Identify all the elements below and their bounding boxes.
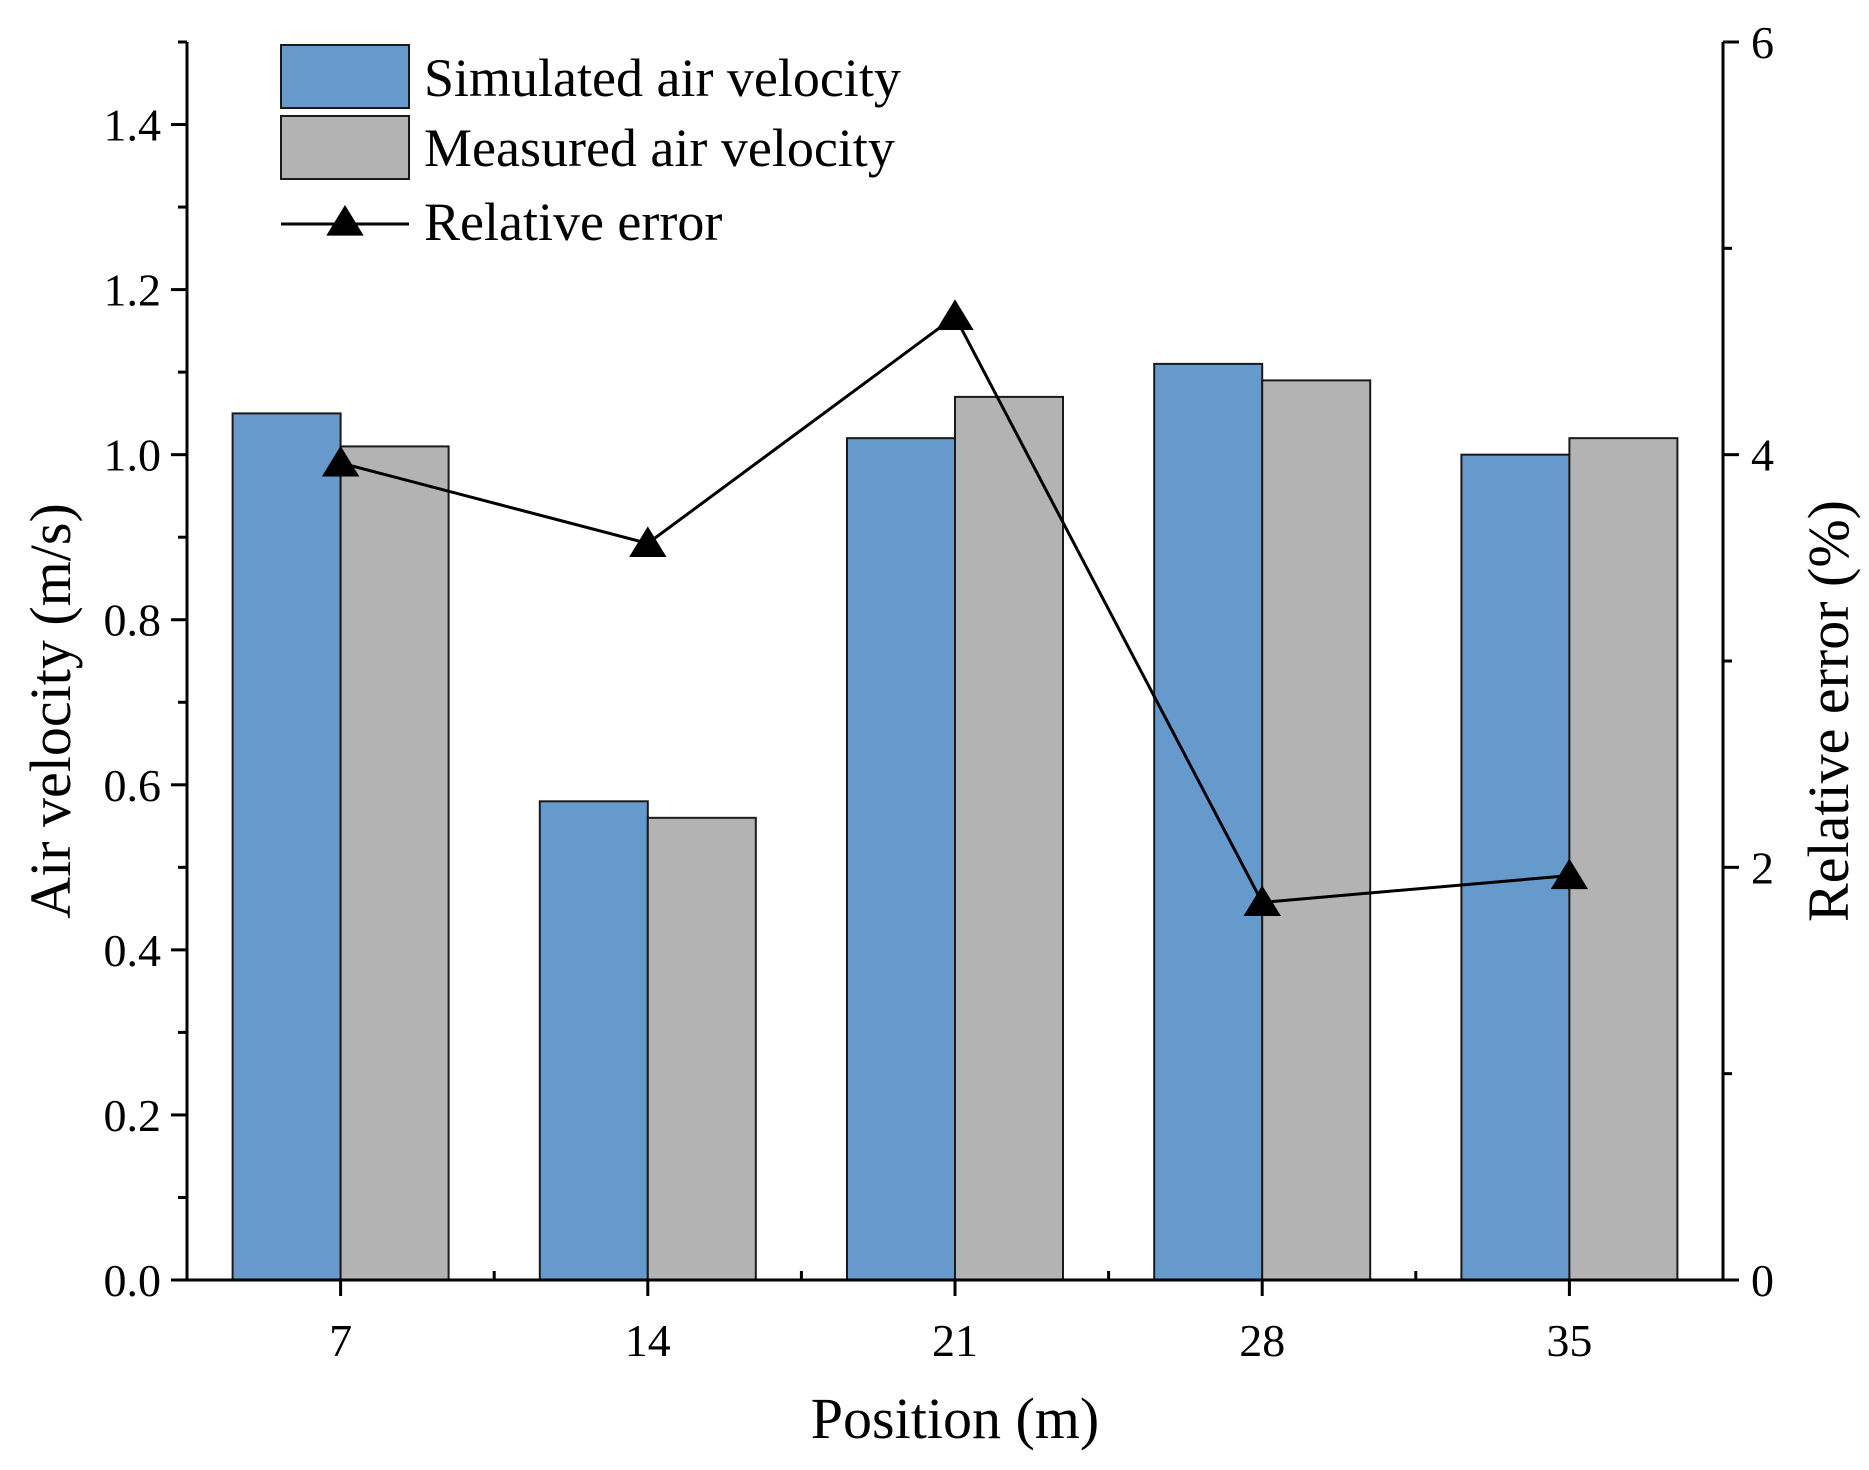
- bar-simulated-7: [231, 412, 342, 1281]
- bar-simulated-14: [538, 800, 649, 1281]
- bar-simulated-35: [1460, 453, 1571, 1281]
- x-tick-label: 14: [625, 1315, 671, 1366]
- x-tick-label: 21: [932, 1315, 978, 1366]
- bar-measured-28: [1261, 379, 1372, 1281]
- x-axis-title: Position (m): [811, 1386, 1099, 1451]
- legend-label-simulated: Simulated air velocity: [424, 48, 901, 108]
- y2-tick-label: 4: [1751, 430, 1774, 481]
- bar-measured-35: [1568, 437, 1679, 1282]
- x-tick-label: 28: [1239, 1315, 1285, 1366]
- axes-layer: 0.0 0.2 0.4 0.6 0.8 1.0 1.2 1.4 0 2 4 6 7 14 21 28 35: [104, 17, 1775, 1366]
- legend-label-relative-error: Relative error: [424, 192, 722, 252]
- y-tick-label: 0.8: [104, 595, 162, 646]
- bar-simulated-28: [1153, 362, 1264, 1281]
- legend-swatch-measured: [280, 115, 410, 180]
- bar-measured-14: [646, 816, 757, 1282]
- bar-measured-21: [954, 395, 1064, 1282]
- y-tick-label: 0.2: [104, 1090, 162, 1141]
- relative-error-line-layer: [321, 299, 1589, 917]
- y2-tick-label: 2: [1751, 842, 1774, 893]
- x-tick-label: 7: [329, 1315, 352, 1366]
- relative-error-marker-35: [1550, 858, 1589, 890]
- relative-error-marker-21: [936, 299, 974, 331]
- bar-simulated-21: [846, 437, 956, 1282]
- x-tick-label: 35: [1546, 1315, 1592, 1366]
- y-tick-label: 0.4: [104, 925, 162, 976]
- y2-tick-label: 6: [1751, 17, 1774, 68]
- relative-error-marker-7: [321, 445, 360, 477]
- y-tick-label: 1.0: [104, 430, 162, 481]
- y-tick-label: 1.4: [104, 100, 162, 151]
- legend-swatch-simulated: [280, 44, 410, 109]
- bar-measured-7: [339, 445, 450, 1281]
- y-tick-label: 0.6: [104, 760, 162, 811]
- legend-marker-triangle-icon: [326, 205, 364, 236]
- relative-error-marker-14: [629, 526, 667, 557]
- y-tick-label: 0.0: [104, 1255, 162, 1306]
- y-axis-title: Air velocity (m/s): [18, 503, 83, 919]
- y2-axis-title: Relative error (%): [1796, 500, 1861, 922]
- legend: Simulated air velocity Measured air velo…: [280, 44, 901, 252]
- y2-tick-label: 0: [1751, 1255, 1774, 1306]
- bars-layer: [231, 362, 1679, 1282]
- y-tick-label: 1.2: [104, 265, 162, 316]
- legend-label-measured: Measured air velocity: [424, 118, 895, 178]
- relative-error-marker-28: [1243, 885, 1281, 917]
